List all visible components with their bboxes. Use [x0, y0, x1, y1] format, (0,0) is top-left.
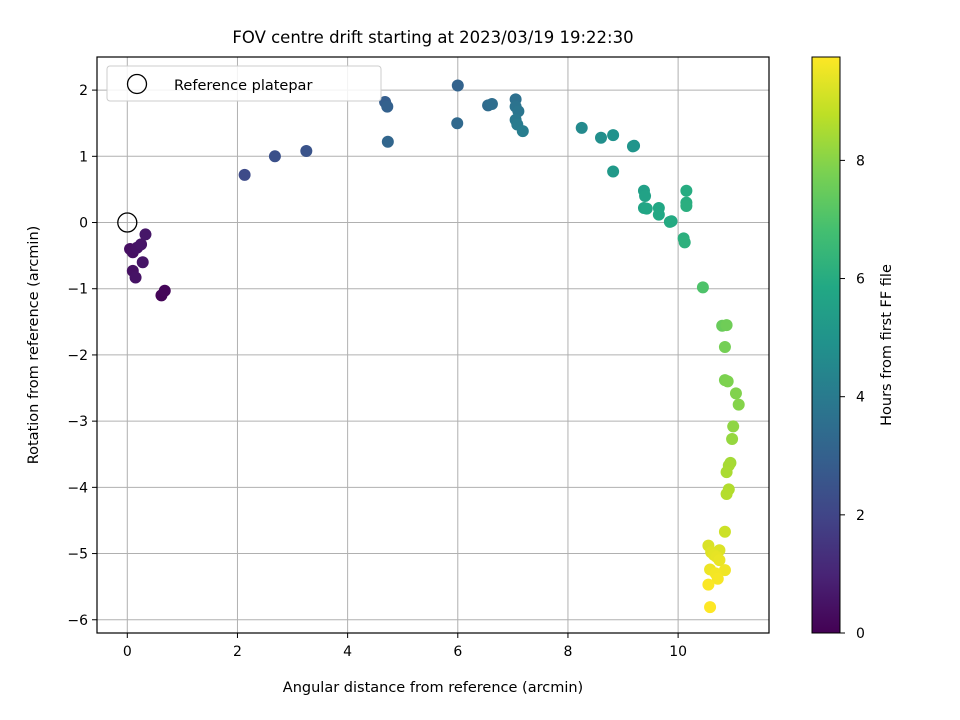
data-point	[720, 466, 733, 479]
data-point	[727, 420, 740, 433]
y-tick-label: −2	[67, 348, 88, 364]
data-point	[652, 208, 665, 221]
data-point	[640, 202, 653, 215]
legend-box	[106, 65, 382, 102]
data-point	[702, 578, 715, 591]
data-point	[516, 125, 529, 138]
data-point	[663, 215, 676, 228]
data-point	[238, 168, 251, 181]
data-point	[718, 525, 731, 538]
grid	[97, 57, 769, 633]
x-axis-label: Angular distance from reference (arcmin)	[283, 680, 583, 696]
data-point	[139, 228, 152, 241]
data-point	[680, 199, 693, 212]
data-point	[680, 184, 693, 197]
x-tick-label: 10	[669, 644, 687, 660]
x-tick-label: 2	[233, 644, 242, 660]
data-point	[704, 601, 717, 614]
data-point	[451, 117, 464, 130]
data-point	[136, 256, 149, 269]
data-points	[124, 79, 745, 614]
data-point	[718, 340, 731, 353]
y-tick-label: −6	[67, 613, 88, 629]
legend-marker-icon	[126, 73, 148, 95]
colorbar-gradient	[811, 56, 841, 634]
y-axis-label: Rotation from reference (arcmin)	[26, 226, 42, 465]
data-point	[595, 131, 607, 144]
colorbar-tick-label: 2	[856, 508, 865, 524]
data-point	[713, 554, 726, 567]
colorbar-tick-label: 0	[856, 626, 865, 642]
colorbar-label: Hours from first FF file	[879, 264, 895, 426]
colorbar-tick-label: 6	[856, 272, 865, 288]
y-tick-label: −3	[67, 414, 88, 430]
data-point	[639, 190, 652, 203]
x-tick-label: 0	[123, 644, 132, 660]
data-point	[626, 140, 639, 153]
y-tick-label: 1	[79, 149, 88, 165]
legend: Reference platepar	[106, 65, 382, 102]
colorbar: 0 2 4 6 8 Hours from first FF file	[811, 56, 895, 642]
data-point	[451, 79, 464, 92]
data-point	[129, 271, 142, 284]
data-point	[726, 433, 739, 446]
reference-platepar-marker	[117, 212, 138, 233]
data-point	[300, 145, 313, 158]
data-point	[381, 100, 394, 113]
data-point	[135, 238, 148, 251]
data-point	[696, 281, 709, 294]
colorbar-tick-label: 4	[856, 390, 865, 406]
data-point	[485, 98, 498, 111]
data-point	[711, 572, 724, 585]
data-point	[381, 135, 394, 148]
data-point	[732, 398, 745, 411]
x-tick-label: 4	[343, 644, 352, 660]
data-point	[720, 319, 733, 332]
y-tick-label: −1	[67, 282, 88, 298]
x-tick-label: 8	[563, 644, 572, 660]
data-point	[607, 165, 620, 178]
y-tick-label: −5	[67, 547, 88, 563]
data-point	[678, 236, 691, 249]
data-point	[575, 121, 588, 134]
axes: 0 2 4 6 8 10 −6 −5 −4 −3 −2 −1 0 1 2	[67, 83, 687, 660]
data-point	[721, 375, 734, 388]
y-tick-label: 2	[79, 83, 88, 99]
chart-title: FOV centre drift starting at 2023/03/19 …	[232, 28, 633, 47]
data-point	[720, 487, 733, 500]
data-point	[718, 564, 731, 577]
y-tick-label: 0	[79, 216, 88, 232]
colorbar-ticks: 0 2 4 6 8	[840, 153, 865, 642]
data-point	[268, 150, 281, 163]
y-tick-label: −4	[67, 480, 88, 496]
plot-frame	[96, 56, 770, 634]
colorbar-tick-label: 8	[856, 153, 865, 169]
data-point	[607, 129, 620, 142]
legend-entry-reference: Reference platepar	[174, 78, 312, 94]
data-point	[158, 284, 171, 297]
x-tick-label: 6	[453, 644, 462, 660]
data-point	[729, 387, 742, 400]
